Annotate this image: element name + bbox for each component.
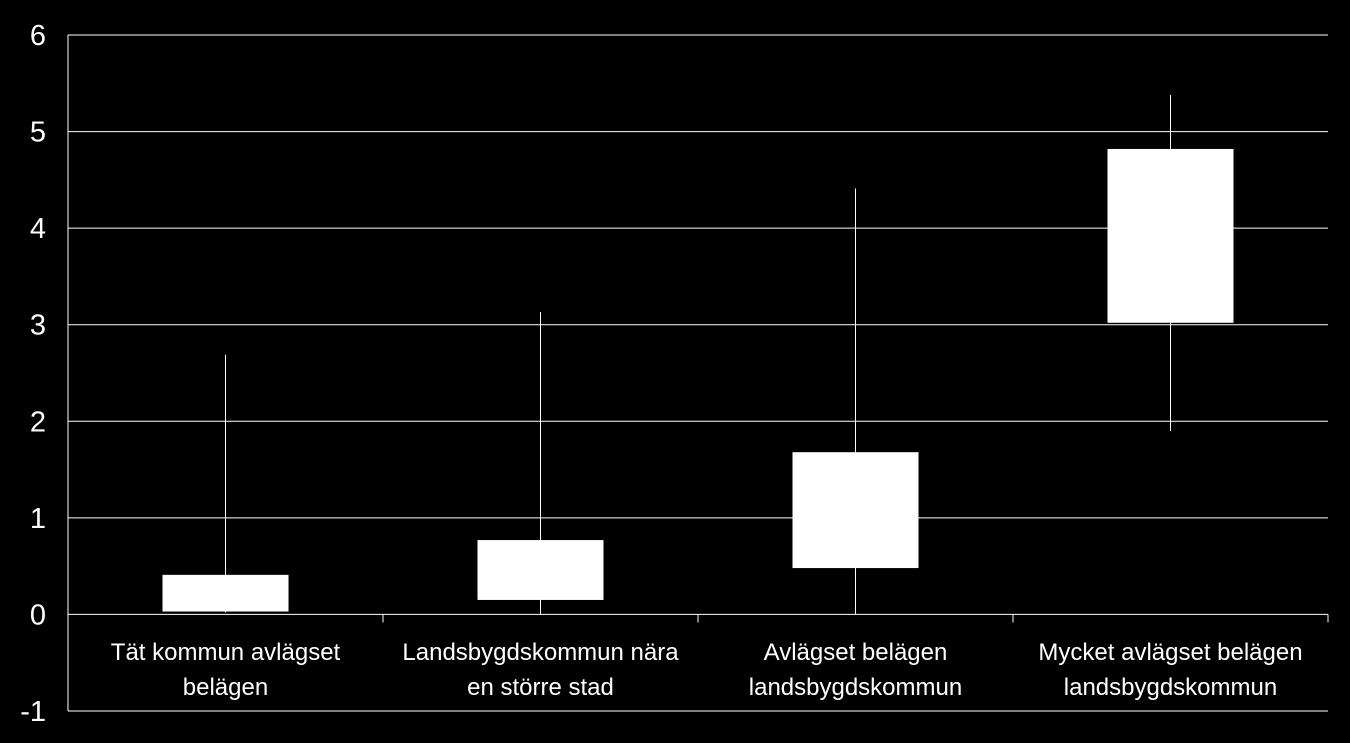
category-label: Tät kommun avlägset [111, 639, 341, 666]
y-tick-label: 5 [30, 117, 46, 149]
gridlines [68, 34, 1328, 615]
y-tick-label: 2 [30, 406, 46, 438]
category-label: Landsbygdskommun nära [402, 639, 679, 666]
category-label: landsbygdskommun [1064, 674, 1277, 701]
y-tick-labels: 6 5 4 3 2 1 0 -1 [20, 20, 46, 728]
category-label: en större stad [467, 674, 614, 701]
y-tick-label: 4 [30, 213, 46, 245]
y-tick-label: -1 [20, 696, 46, 728]
box-2 [477, 540, 604, 600]
category-label: Avlägset belägen [764, 639, 948, 666]
category-label: Mycket avlägset belägen [1038, 639, 1302, 666]
boxes [162, 94, 1234, 615]
box-4 [1107, 148, 1234, 323]
y-tick-label: 1 [30, 503, 46, 535]
category-label: belägen [183, 674, 268, 701]
y-tick-label: 0 [30, 599, 46, 631]
category-labels: Tät kommun avlägset belägen Landsbygdskomm… [111, 639, 1303, 701]
y-tick-label: 6 [30, 20, 46, 52]
box-3 [792, 452, 919, 569]
axes [67, 35, 1329, 712]
category-label: landsbygdskommun [749, 674, 962, 701]
box-1 [162, 574, 289, 612]
y-tick-label: 3 [30, 310, 46, 342]
